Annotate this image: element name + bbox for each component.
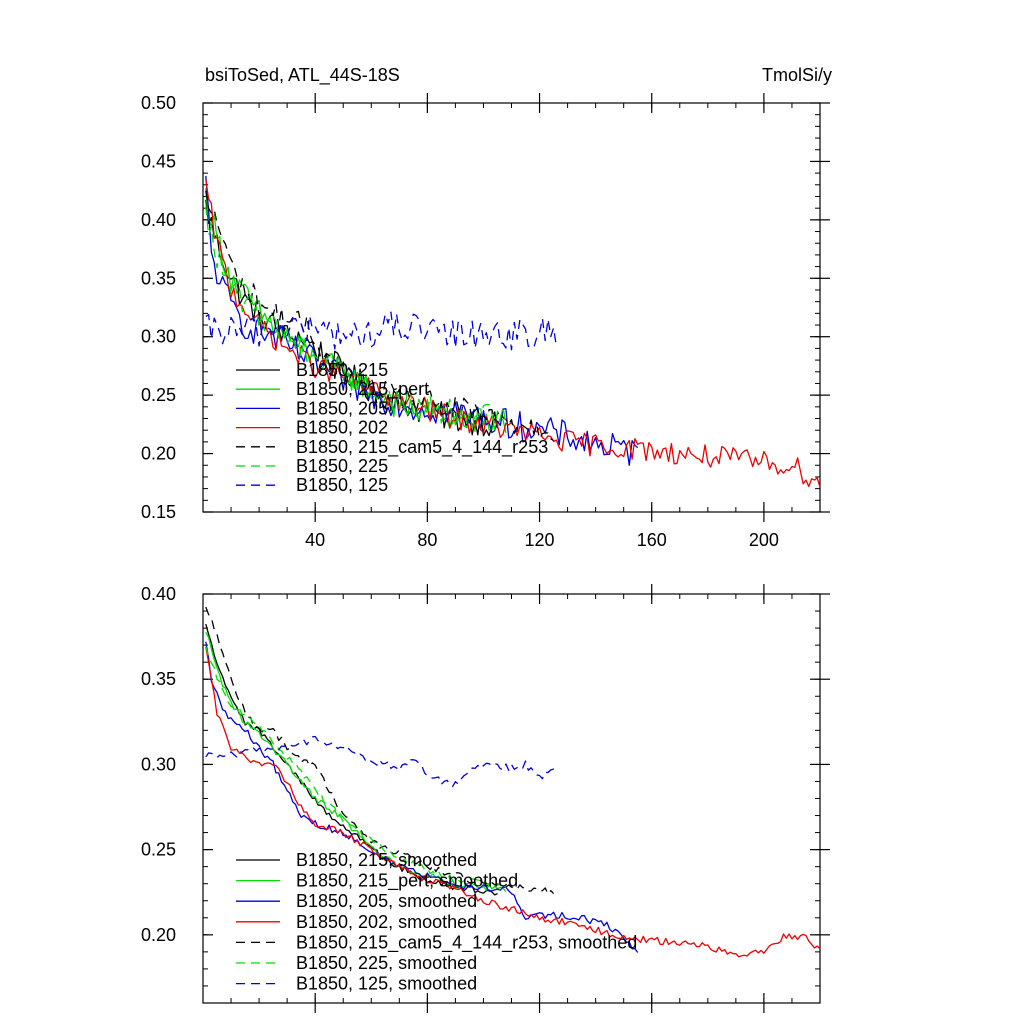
legend-label: B1850, 205: [296, 398, 388, 418]
y-tick-label: 0.45: [141, 151, 176, 171]
x-tick-label: 200: [749, 530, 779, 550]
y-tick-label: 0.25: [141, 385, 176, 405]
legend-label: B1850, 125, smoothed: [296, 974, 477, 994]
x-tick-label: 80: [417, 530, 437, 550]
y-tick-label: 0.30: [141, 327, 176, 347]
plot-top: 40 80 120 160 200 0.15 0.20 0.25 0.30 0.35 0.40 0.4…: [141, 93, 830, 550]
plot-bottom: 0.20 0.25 0.30 0.35 0.40 B1850, 215, smoothed…: [141, 584, 830, 1013]
series-line-2: [205, 641, 639, 953]
chart-title-top: bsiToSed, ATL_44S-18S: [205, 65, 400, 86]
legend-label: B1850, 202, smoothed: [296, 912, 477, 932]
y-tick-label: 0.40: [141, 210, 176, 230]
legend-label: B1850, 215: [296, 360, 388, 380]
legend-label: B1850, 215_pert: [296, 379, 429, 400]
legend-label: B1850, 125: [296, 475, 388, 495]
x-tick-label: 160: [637, 530, 667, 550]
y-tick-label: 0.40: [141, 584, 176, 604]
legend-label: B1850, 225, smoothed: [296, 953, 477, 973]
y-tick-label: 0.20: [141, 444, 176, 464]
series-line-4: [205, 190, 554, 442]
legend-label: B1850, 215_pert, smoothed: [296, 871, 518, 892]
chart-units-top: TmolSi/y: [762, 65, 832, 85]
y-tick-label: 0.25: [141, 840, 176, 860]
y-tick-label: 0.35: [141, 268, 176, 288]
y-tick-label: 0.15: [141, 502, 176, 522]
series-line-6: [205, 311, 558, 351]
legend-label: B1850, 202: [296, 418, 388, 438]
x-tick-label: 40: [305, 530, 325, 550]
x-tick-label: 120: [525, 530, 555, 550]
legend-label: B1850, 205, smoothed: [296, 891, 477, 911]
series-line-6: [205, 735, 557, 788]
series-line-5: [205, 646, 507, 888]
legend-label: B1850, 225: [296, 456, 388, 476]
series-line-5: [205, 206, 507, 431]
series-line-3: [205, 646, 821, 958]
y-tick-label: 0.30: [141, 754, 176, 774]
legend-label: B1850, 215_cam5_4_144_r253: [296, 437, 548, 458]
y-tick-label: 0.50: [141, 93, 176, 113]
y-tick-label: 0.35: [141, 669, 176, 689]
legend-label: B1850, 215, smoothed: [296, 850, 477, 870]
legend-label: B1850, 215_cam5_4_144_r253, smoothed: [296, 932, 637, 953]
y-tick-label: 0.20: [141, 925, 176, 945]
